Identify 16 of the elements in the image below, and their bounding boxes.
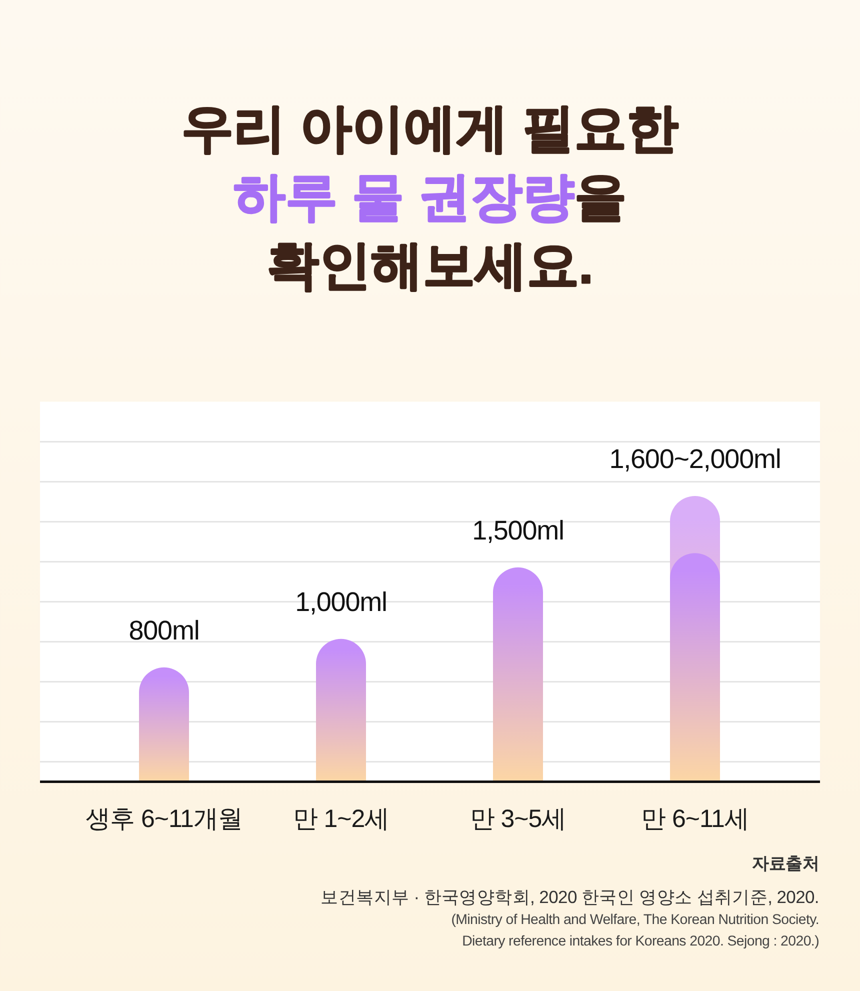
bar bbox=[316, 638, 366, 782]
x-tick-label: 생후 6~11개월 bbox=[86, 805, 242, 833]
text: 자료출처 bbox=[752, 854, 819, 873]
x-tick-label: 만 6~11세 bbox=[641, 805, 749, 833]
text: (Ministry of Health and Welfare, The Korean Nutrition Society. bbox=[451, 912, 819, 928]
data-label: 1,600~2,000ml bbox=[609, 444, 781, 474]
text: 보건복지부 · 한국영양학회, 2020 한국인 영양소 섭취기준, 2020. bbox=[320, 887, 819, 907]
x-tick-label: 만 1~2세 bbox=[292, 805, 390, 833]
chart-title: 우리 아이에게 필요한 하루 물 권장량을 확인해보세요. bbox=[182, 100, 678, 295]
text: Dietary reference intakes for Koreans 2020. Sejong : 2020.) bbox=[462, 934, 819, 950]
data-label: 1,000ml bbox=[295, 586, 387, 617]
data-label: 1,500ml bbox=[472, 515, 564, 546]
bar bbox=[493, 567, 543, 782]
bar bbox=[139, 667, 189, 782]
x-tick-label: 만 3~5세 bbox=[470, 805, 566, 833]
data-label: 800ml bbox=[128, 615, 200, 646]
